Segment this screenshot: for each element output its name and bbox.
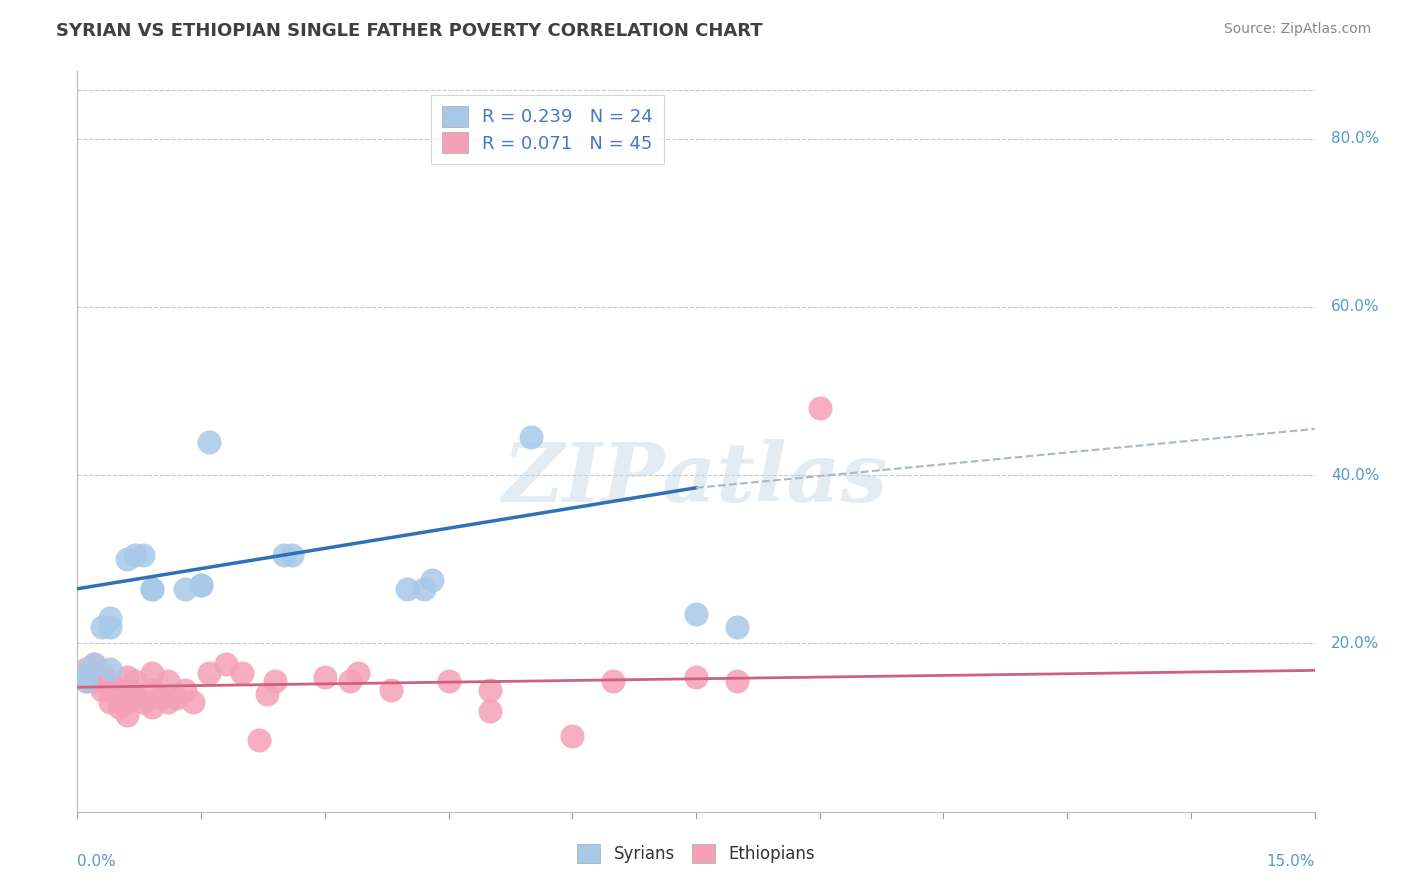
Point <box>141 665 163 680</box>
Point <box>107 691 129 706</box>
Point <box>181 695 204 709</box>
Point <box>725 619 748 633</box>
Point <box>190 577 212 591</box>
Point <box>83 674 105 689</box>
Point <box>132 548 155 562</box>
Point <box>75 662 97 676</box>
Point <box>91 674 114 689</box>
Point <box>198 434 221 449</box>
Point <box>91 665 114 680</box>
Point <box>685 607 707 621</box>
Point <box>478 704 501 718</box>
Point <box>115 695 138 709</box>
Point <box>124 548 146 562</box>
Point <box>420 574 443 588</box>
Text: 60.0%: 60.0% <box>1331 300 1379 314</box>
Point <box>98 611 121 625</box>
Point <box>98 682 121 697</box>
Point <box>165 691 187 706</box>
Point <box>157 695 180 709</box>
Point <box>124 691 146 706</box>
Point <box>190 577 212 591</box>
Point <box>478 682 501 697</box>
Point <box>75 674 97 689</box>
Point <box>141 582 163 596</box>
Text: 15.0%: 15.0% <box>1267 854 1315 869</box>
Point <box>264 674 287 689</box>
Point <box>173 582 195 596</box>
Point <box>141 699 163 714</box>
Text: Source: ZipAtlas.com: Source: ZipAtlas.com <box>1223 22 1371 37</box>
Text: SYRIAN VS ETHIOPIAN SINGLE FATHER POVERTY CORRELATION CHART: SYRIAN VS ETHIOPIAN SINGLE FATHER POVERT… <box>56 22 763 40</box>
Point <box>725 674 748 689</box>
Point <box>75 665 97 680</box>
Point <box>520 430 543 444</box>
Point <box>91 619 114 633</box>
Point <box>685 670 707 684</box>
Point <box>83 657 105 672</box>
Point <box>98 619 121 633</box>
Point <box>396 582 419 596</box>
Point <box>149 691 172 706</box>
Point <box>107 699 129 714</box>
Point <box>339 674 361 689</box>
Point <box>98 662 121 676</box>
Text: 0.0%: 0.0% <box>77 854 117 869</box>
Point <box>115 670 138 684</box>
Text: 80.0%: 80.0% <box>1331 131 1379 146</box>
Point <box>173 682 195 697</box>
Point <box>437 674 460 689</box>
Point <box>256 687 278 701</box>
Point <box>157 674 180 689</box>
Point <box>808 401 831 415</box>
Text: ZIPatlas: ZIPatlas <box>503 439 889 518</box>
Point <box>412 582 434 596</box>
Point <box>281 548 304 562</box>
Legend: Syrians, Ethiopians: Syrians, Ethiopians <box>571 838 821 870</box>
Point <box>98 695 121 709</box>
Point <box>91 682 114 697</box>
Point <box>141 682 163 697</box>
Point <box>98 674 121 689</box>
Point <box>215 657 238 672</box>
Point <box>561 729 583 743</box>
Point <box>247 733 270 747</box>
Point <box>273 548 295 562</box>
Point <box>346 665 368 680</box>
Point <box>602 674 624 689</box>
Point <box>198 665 221 680</box>
Point <box>75 674 97 689</box>
Point <box>83 657 105 672</box>
Point <box>231 665 253 680</box>
Point <box>124 674 146 689</box>
Point <box>107 682 129 697</box>
Text: 20.0%: 20.0% <box>1331 636 1379 651</box>
Point <box>380 682 402 697</box>
Point <box>314 670 336 684</box>
Text: 40.0%: 40.0% <box>1331 467 1379 483</box>
Point <box>132 695 155 709</box>
Point <box>115 552 138 566</box>
Point <box>141 582 163 596</box>
Point <box>115 708 138 723</box>
